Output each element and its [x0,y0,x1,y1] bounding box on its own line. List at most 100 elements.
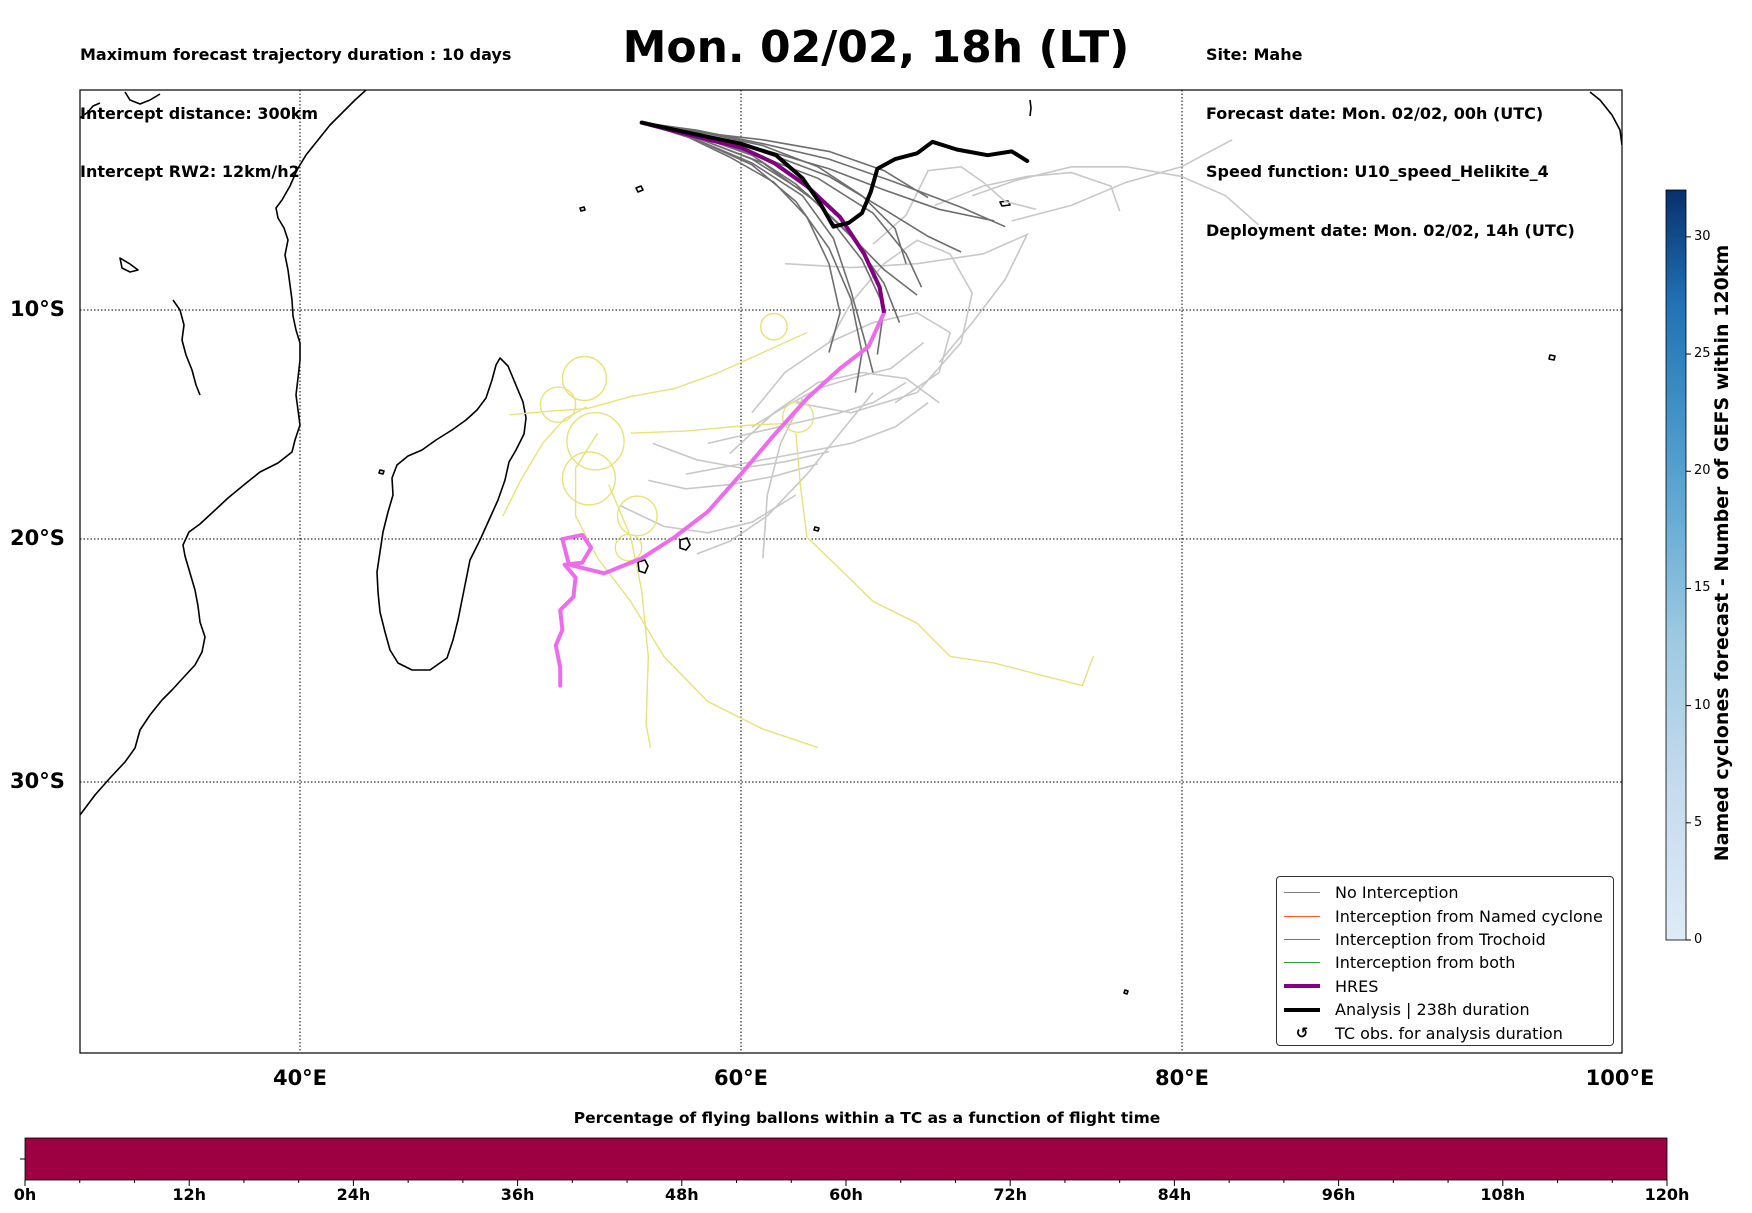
legend-swatch-hres [1284,984,1320,989]
vertical-colorbar-tick-label: 0 [1694,932,1703,947]
legend-item-tc-obs: ↺ TC obs. for analysis duration [1283,1021,1613,1044]
comoros [378,469,385,475]
horizontal-colorbar [24,1137,1668,1181]
trochoid-loop-5 [616,495,658,537]
trochoid-track-3 [608,484,652,748]
no-interception-track-7 [641,121,907,264]
trochoid-track-2 [574,432,819,749]
vertical-colorbar-tick-label: 15 [1694,580,1711,596]
lon-label-100e: 100°E [1585,1066,1655,1090]
no-interception-track-11 [641,121,874,373]
vertical-colorbar-tick-label: 25 [1694,346,1711,362]
header-intercept-distance: Intercept distance: 300km [80,103,319,123]
map-frame [79,89,1623,1054]
trochoid-loop-6 [614,533,643,562]
header-site: Site: Mahe [1206,45,1303,64]
analysis-range-track-13 [971,166,1260,226]
vertical-colorbar-tick-label: 30 [1694,228,1711,244]
horizontal-colorbar-tick-label: 24h [336,1185,371,1204]
legend-item-trochoid: Interception from Trochoid [1283,928,1613,951]
legend-swatch-trochoid [1284,938,1320,940]
horizontal-colorbar-tick-label: 108h [1480,1185,1526,1204]
analysis-range-track-1 [784,232,1029,364]
legend-item-named-cyclone: Interception from Named cyclone [1283,904,1613,927]
mauritius [637,559,649,574]
analysis-range-tracks [619,139,1260,559]
legend-label: Interception from Named cyclone [1335,906,1603,926]
legend-swatch-analysis [1284,1007,1320,1012]
horizontal-colorbar-tick-label: 36h [500,1185,535,1204]
analysis-range-track-12 [872,165,1037,245]
horizontal-colorbar-tick-label: 72h [993,1185,1028,1204]
legend-label: No Interception [1335,883,1459,903]
tc-obs-icon: ↺ [1295,1024,1309,1043]
vertical-colorbar [1665,189,1687,941]
horizontal-colorbar-ticks [24,1180,1668,1186]
trochoid-track-4 [795,433,1094,687]
header-speed-function: Speed function: U10_speed_Helikite_4 [1206,162,1549,181]
gridlines [80,90,1622,1053]
sumatra-tip [1589,91,1622,146]
legend-label: Analysis | 238h duration [1335,1000,1530,1020]
lon-label-40e: 40°E [272,1066,328,1090]
seychelles-island-2 [579,206,586,212]
vertical-colorbar-tick-label: 10 [1694,697,1711,713]
lon-label-60e: 60°E [713,1066,769,1090]
horizontal-colorbar-title: Percentage of flying ballons within a TC… [573,1109,1161,1127]
legend-item-hres: HRES [1283,975,1613,998]
no-interception-track-8 [641,121,841,353]
no-interception-track-0 [641,121,1006,228]
horizontal-colorbar-tick-label: 120h [1644,1185,1690,1204]
header-forecast-date: Forecast date: Mon. 02/02, 00h (UTC) [1206,103,1544,123]
header-intercept-rw2: Intercept RW2: 12km/h2 [80,162,300,181]
trochoid-loop-4 [561,451,616,506]
legend-swatch-no-interception [1284,892,1320,894]
header-max-duration: Maximum forecast trajectory duration : 1… [80,45,512,64]
trochoid-tracks [502,312,1094,749]
analysis-range-track-9 [652,442,830,469]
rodrigues [813,526,820,532]
horizontal-colorbar-tick-label: 60h [829,1185,863,1204]
africa-coast [80,90,367,816]
no-interception-tracks [641,121,1006,393]
analysis-range-track-11 [619,494,797,534]
vertical-colorbar-tick-label: 20 [1694,463,1711,479]
horizontal-colorbar-tick-label: 12h [172,1185,207,1204]
legend-label: HRES [1335,976,1379,996]
reunion [679,537,691,551]
vertical-colorbar-tick-label: 5 [1694,814,1703,830]
legend-item-analysis: Analysis | 238h duration [1283,998,1613,1021]
coastlines [80,90,1622,995]
trochoid-loop-3 [566,411,625,471]
analysis-range-track-6 [762,398,804,559]
legend-swatch-both [1284,962,1320,964]
no-interception-track-1 [641,121,962,253]
amsterdam-island [1123,989,1129,995]
legend-label: Interception from Trochoid [1335,929,1546,949]
analysis-range-track-5 [685,402,929,475]
trochoid-loop-7 [781,400,815,433]
horizontal-colorbar-tick-label: 84h [1157,1185,1192,1204]
vertical-colorbar-ticks [1686,236,1691,941]
map-legend: No Interception Interception from Named … [1276,876,1614,1046]
analysis-range-track-0 [795,239,974,414]
analysis-range-track-8 [751,341,925,428]
trochoid-loop-2 [539,386,577,424]
analysis-track [639,120,1030,229]
legend-swatch-named-cyclone [1284,915,1320,917]
socotra [119,257,139,273]
analysis-range-track-7 [696,392,874,555]
legend-label: TC obs. for analysis duration [1335,1023,1563,1043]
legend-item-both: Interception from both [1283,951,1613,974]
horizontal-colorbar-tick-label: 48h [664,1185,699,1204]
legend-item-no-interception: No Interception [1283,881,1613,904]
map-title: Mon. 02/02, 18h (LT) [622,22,1130,73]
horizontal-colorbar-tick-label: 0h [13,1185,37,1204]
madagascar [376,357,527,671]
vertical-colorbar-label: Named cyclones forecast - Number of GEFS… [1711,244,1733,862]
analysis-range-track-15 [1011,139,1233,222]
lat-label-30s: 30°S [10,769,65,793]
trochoid-loop-1 [561,355,608,402]
seychelles-island-1 [635,185,644,193]
